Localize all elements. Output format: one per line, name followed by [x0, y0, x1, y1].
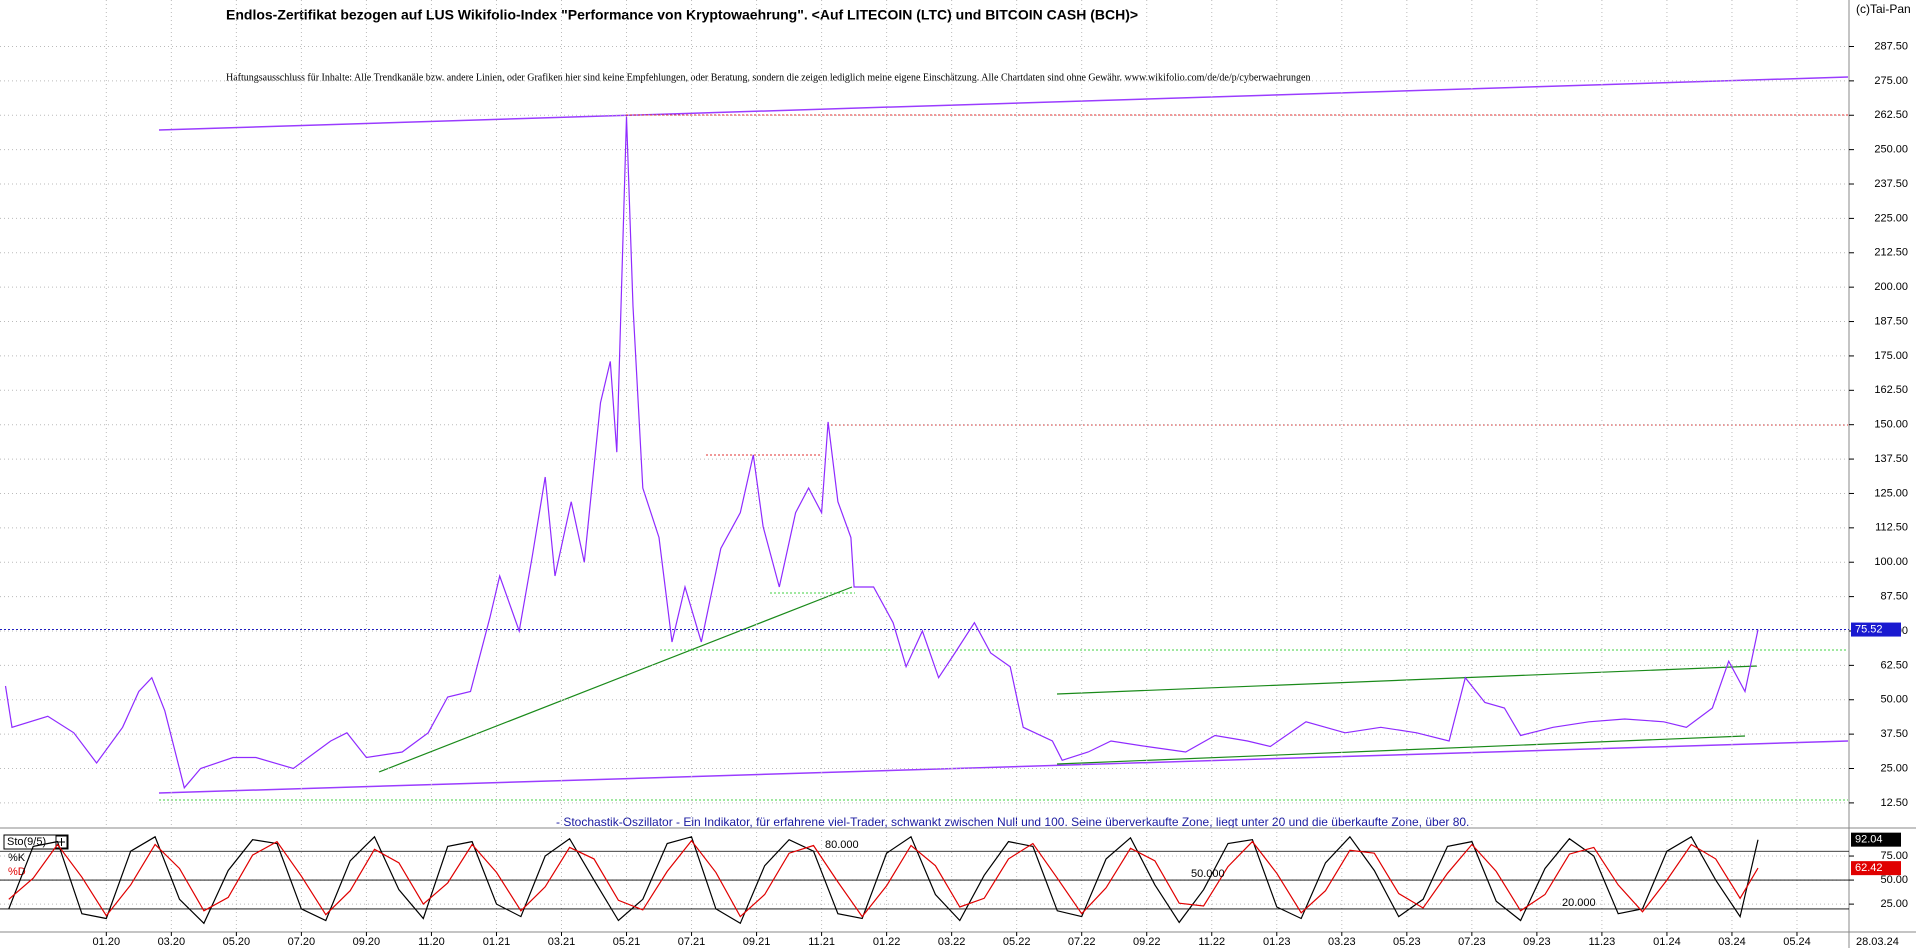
- y-tick-label: 125.00: [1874, 487, 1908, 499]
- x-tick-label: 09.22: [1133, 936, 1161, 948]
- y-tick-label: 150.00: [1874, 419, 1908, 431]
- x-tick-label: 05.20: [223, 936, 251, 948]
- legend-entry: %D: [8, 866, 26, 878]
- x-tick-label: 03.23: [1328, 936, 1356, 948]
- indicator-title: - Stochastik-Oszillator - Ein Indikator,…: [556, 815, 1469, 829]
- lines: [0, 116, 1849, 925]
- y-tick-label: 175.00: [1874, 350, 1908, 362]
- grid: [0, 0, 1854, 936]
- x-tick-label: 11.23: [1589, 936, 1616, 948]
- x-tick-label: 01.23: [1263, 936, 1291, 948]
- y-tick-label: 75.00: [1880, 850, 1908, 862]
- x-tick-label: 05.23: [1393, 936, 1421, 948]
- y-tick-label: 12.50: [1880, 797, 1908, 809]
- trend-line: [158, 76, 1849, 131]
- x-tick-label: 03.20: [158, 936, 186, 948]
- last-value-label: 75.52: [1855, 623, 1883, 635]
- y-tick-label: 25.00: [1880, 898, 1908, 910]
- x-tick-label: 07.22: [1068, 936, 1096, 948]
- x-tick-label: 09.20: [353, 936, 381, 948]
- data-line: [8, 839, 1759, 918]
- indicator-label: Sto(9/5): [7, 836, 46, 848]
- x-tick-label: 01.20: [93, 936, 121, 948]
- y-tick-label: 250.00: [1874, 144, 1908, 156]
- trend-line: [378, 586, 853, 773]
- y-tick-label: 237.50: [1874, 178, 1908, 190]
- indicator-box: [3, 834, 69, 850]
- y-tick-label: 112.50: [1875, 522, 1908, 534]
- y-tick-label: 162.50: [1874, 384, 1908, 396]
- x-tick-label: 11.20: [418, 936, 445, 948]
- y-tick-label: 262.50: [1874, 109, 1908, 121]
- last-date: 28.03.24: [1856, 936, 1899, 948]
- data-line: [8, 835, 1759, 925]
- y-tick-label: 62.50: [1880, 659, 1908, 671]
- y-tick-label: 287.50: [1874, 40, 1908, 52]
- chart-title: Endlos-Zertifikat bezogen auf LUS Wikifo…: [226, 7, 1138, 23]
- x-tick-label: 01.24: [1653, 936, 1681, 948]
- y-tick-label: 37.50: [1880, 728, 1908, 740]
- y-tick-label: 275.00: [1874, 75, 1908, 87]
- level-label: 80.000: [825, 839, 859, 851]
- x-tick-label: 07.23: [1458, 936, 1486, 948]
- data-line: [4, 116, 1759, 790]
- x-tick-label: 11.22: [1198, 936, 1225, 948]
- x-tick-label: 11.21: [808, 936, 835, 948]
- trend-line: [1056, 735, 1746, 765]
- labels: 12.50 25.00 37.50 50.00 62.50 75.00 87.50 100.0…: [93, 40, 1908, 948]
- x-tick-label: 05.22: [1003, 936, 1031, 948]
- level-label: 20.000: [1562, 897, 1596, 909]
- y-tick-label: 100.00: [1874, 556, 1908, 568]
- x-tick-label: 09.21: [743, 936, 771, 948]
- level-label: 50.000: [1191, 868, 1225, 880]
- y-tick-label: 225.00: [1874, 212, 1908, 224]
- y-tick-label: 200.00: [1874, 281, 1908, 293]
- last-value-label: 62.42: [1855, 862, 1883, 874]
- y-tick-label: 50.00: [1880, 874, 1908, 886]
- trend-line: [158, 740, 1849, 794]
- x-tick-label: 03.22: [938, 936, 966, 948]
- last-value-box: [1851, 861, 1901, 876]
- y-tick-label: 137.50: [1874, 453, 1908, 465]
- y-tick-label: 212.50: [1874, 247, 1908, 259]
- y-tick-label: 25.00: [1880, 762, 1908, 774]
- y-tick-label: 50.00: [1880, 694, 1908, 706]
- copyright: (c)Tai-Pan: [1856, 2, 1911, 16]
- x-tick-label: 03.24: [1718, 936, 1746, 948]
- disclaimer: Haftungsausschluss für Inhalte: Alle Tre…: [226, 72, 1311, 83]
- last-value-box: [1851, 622, 1901, 637]
- x-tick-label: 01.21: [483, 936, 511, 948]
- legend-entry: %K: [8, 852, 26, 864]
- x-tick-label: 03.21: [548, 936, 576, 948]
- x-tick-label: 05.21: [613, 936, 641, 948]
- last-value-label: 92.04: [1855, 834, 1883, 846]
- x-tick-label: 07.21: [678, 936, 706, 948]
- x-tick-label: 05.24: [1783, 936, 1811, 948]
- y-tick-label: 187.50: [1874, 315, 1908, 327]
- x-tick-label: 01.22: [873, 936, 901, 948]
- y-tick-label: 87.50: [1880, 591, 1908, 603]
- x-tick-label: 07.20: [288, 936, 316, 948]
- x-tick-label: 09.23: [1523, 936, 1551, 948]
- trend-lines: [158, 76, 1849, 801]
- last-value-box: [1851, 832, 1901, 847]
